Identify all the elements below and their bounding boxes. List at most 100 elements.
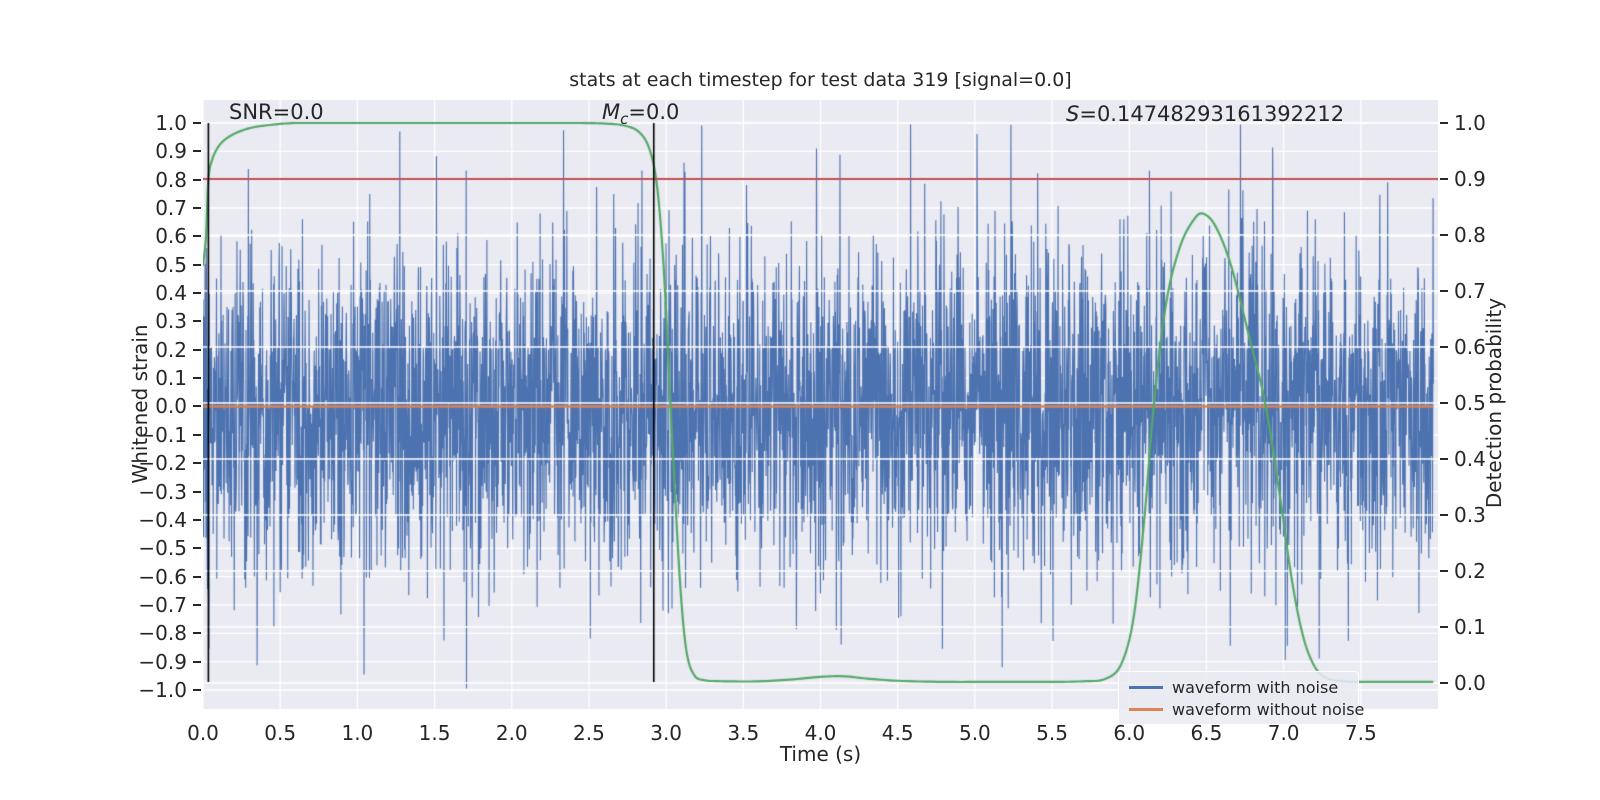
y-tick-mark-right <box>1440 122 1448 125</box>
y-tick-mark-left <box>193 603 201 606</box>
snr-annotation: SNR=0.0 <box>229 100 324 124</box>
legend-line-sample <box>1129 707 1163 711</box>
y-tick-label-right: 1.0 <box>1454 111 1486 136</box>
y-tick-label-left: −0.7 <box>138 592 187 617</box>
y-tick-mark-right <box>1440 570 1448 573</box>
chart-title: stats at each timestep for test data 319… <box>569 69 1072 91</box>
y-tick-label-right: 0.5 <box>1454 391 1486 416</box>
legend-line-sample <box>1129 685 1163 689</box>
x-tick-label: 3.0 <box>650 721 683 745</box>
y-tick-mark-left <box>193 518 201 521</box>
y-tick-mark-right <box>1440 178 1448 181</box>
legend-item-label: waveform with noise <box>1172 677 1339 697</box>
x-tick-label: 2.5 <box>573 721 605 745</box>
x-tick-label: 5.0 <box>958 721 991 745</box>
x-tick-label: 1.5 <box>418 721 451 745</box>
x-tick-label: 7.5 <box>1344 721 1377 745</box>
x-tick-label: 7.0 <box>1267 721 1300 745</box>
y-tick-label-left: 0.8 <box>155 167 187 192</box>
y-tick-mark-right <box>1440 234 1448 237</box>
x-tick-label: 1.0 <box>341 721 374 745</box>
x-tick-label: 0.5 <box>264 721 297 745</box>
y-tick-label-right: 0.1 <box>1454 615 1486 640</box>
y-tick-mark-right <box>1440 514 1448 517</box>
y-tick-label-left: −0.9 <box>138 649 187 674</box>
chirp-mass-subscript: c <box>620 110 629 129</box>
y-tick-mark-left <box>193 150 201 153</box>
x-tick-label: 4.0 <box>804 721 837 745</box>
y-tick-label-left: −0.5 <box>138 536 187 561</box>
y-tick-label-left: 0.1 <box>155 366 187 391</box>
x-tick-label: 3.5 <box>727 721 760 745</box>
y-tick-mark-right <box>1440 290 1448 293</box>
y-tick-mark-left <box>193 462 201 465</box>
y-tick-label-left: −0.2 <box>138 451 187 476</box>
chirp-mass-value: =0.0 <box>628 100 680 124</box>
y-tick-label-right: 0.4 <box>1454 447 1486 472</box>
y-tick-label-right: 0.2 <box>1454 559 1486 584</box>
x-tick-label: 4.5 <box>881 721 914 745</box>
y-tick-label-right: 0.9 <box>1454 167 1486 192</box>
y-tick-mark-left <box>193 433 201 436</box>
y-tick-label-right: 0.0 <box>1454 671 1486 696</box>
y-tick-mark-left <box>193 263 201 266</box>
y-tick-label-left: 0.0 <box>155 394 187 419</box>
y-tick-label-right: 0.6 <box>1454 335 1486 360</box>
y-tick-label-right: 0.8 <box>1454 223 1486 248</box>
x-tick-label: 2.0 <box>495 721 528 745</box>
y-tick-label-left: −0.8 <box>138 621 187 646</box>
y-tick-mark-left <box>193 405 201 408</box>
y-tick-mark-left <box>193 377 201 380</box>
y-tick-mark-left <box>193 660 201 663</box>
snr-annotation-text: SNR=0.0 <box>229 100 324 124</box>
x-tick-label: 5.5 <box>1036 721 1068 745</box>
legend-item-label: waveform without noise <box>1172 699 1365 719</box>
y-tick-mark-left <box>193 320 201 323</box>
s-statistic-value: =0.14748293161392212 <box>1079 102 1345 126</box>
y-tick-mark-left <box>193 575 201 578</box>
y-tick-mark-left <box>193 490 201 493</box>
y-tick-mark-left <box>193 292 201 295</box>
y-tick-mark-right <box>1440 458 1448 461</box>
y-tick-label-left: −0.1 <box>138 422 187 447</box>
legend: waveform with noise waveform without nois… <box>1118 671 1364 725</box>
y-tick-mark-left <box>193 121 201 124</box>
y-tick-label-left: 0.9 <box>155 139 187 164</box>
y-tick-label-left: −0.6 <box>138 564 187 589</box>
legend-item: waveform without noise <box>1129 698 1364 720</box>
y-tick-label-left: −0.4 <box>138 507 187 532</box>
y-tick-label-right: 0.7 <box>1454 279 1486 304</box>
y-tick-label-left: 0.2 <box>155 337 187 362</box>
y-tick-mark-left <box>193 207 201 210</box>
y-tick-mark-left <box>193 547 201 550</box>
chirp-mass-annotation: Mc=0.0 <box>602 100 679 128</box>
y-tick-label-left: −0.3 <box>138 479 187 504</box>
legend-item: waveform with noise <box>1129 676 1358 698</box>
s-statistic-symbol: S <box>1066 102 1080 126</box>
y-tick-label-left: 1.0 <box>155 110 187 135</box>
y-tick-mark-right <box>1440 346 1448 349</box>
y-tick-mark-left <box>193 235 201 238</box>
s-statistic-annotation: S=0.14748293161392212 <box>1066 102 1344 126</box>
y-tick-mark-left <box>193 348 201 351</box>
y-tick-label-left: 0.6 <box>155 224 187 249</box>
y-tick-label-right: 0.3 <box>1454 503 1486 528</box>
y-tick-mark-right <box>1440 682 1448 685</box>
y-tick-label-left: 0.3 <box>155 309 187 334</box>
y-tick-mark-left <box>193 689 201 691</box>
x-tick-label: 6.0 <box>1113 721 1146 745</box>
y-tick-label-left: 0.4 <box>155 281 187 306</box>
y-tick-label-left: 0.5 <box>155 252 187 277</box>
x-tick-label: 0.0 <box>187 721 219 745</box>
x-axis-label: Time (s) <box>779 742 862 766</box>
y-tick-label-left: −1.0 <box>138 678 187 702</box>
y-tick-label-left: 0.7 <box>155 196 187 221</box>
y-tick-mark-left <box>193 632 201 635</box>
y-tick-mark-left <box>193 178 201 181</box>
y-tick-mark-right <box>1440 402 1448 405</box>
plot-canvas <box>203 100 1438 709</box>
chirp-mass-symbol: M <box>602 100 621 124</box>
x-tick-label: 6.5 <box>1190 721 1223 745</box>
y-tick-mark-right <box>1440 626 1448 629</box>
